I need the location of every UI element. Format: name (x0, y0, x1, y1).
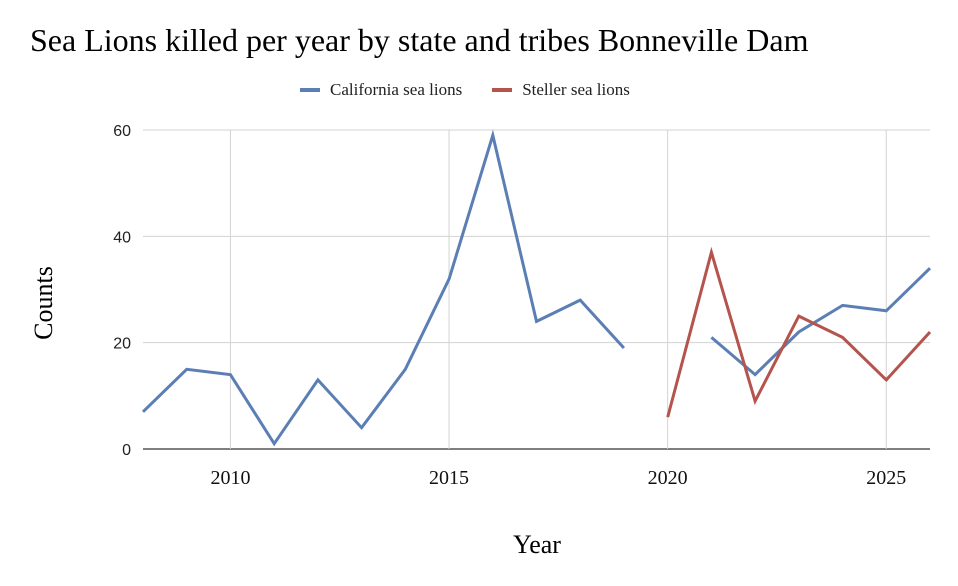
y-tick-label: 20 (113, 336, 131, 353)
y-tick-label: 60 (113, 123, 131, 140)
y-tick-label: 40 (113, 229, 131, 246)
series-california (142, 134, 932, 445)
data-point (448, 277, 451, 280)
data-point (929, 267, 932, 270)
data-point (491, 134, 494, 137)
y-axis-label: Counts (29, 266, 58, 340)
series-line (668, 252, 930, 417)
axes: 0 20 40 60 2010 2015 2020 2025 (113, 123, 906, 489)
x-tick-label: 2025 (866, 467, 906, 489)
data-point (929, 331, 932, 334)
x-tick-label: 2015 (429, 467, 469, 489)
series-line (143, 135, 624, 443)
x-tick-label: 2020 (648, 467, 688, 489)
data-point (841, 336, 844, 339)
series-steller (666, 251, 931, 419)
data-point (316, 378, 319, 381)
data-point (404, 368, 407, 371)
x-axis-label: Year (513, 530, 561, 559)
data-point (666, 416, 669, 419)
data-point (710, 251, 713, 254)
data-point (885, 378, 888, 381)
y-tick-label: 0 (122, 442, 131, 459)
data-point (797, 331, 800, 334)
data-point (579, 299, 582, 302)
data-point (622, 347, 625, 350)
data-point (185, 368, 188, 371)
x-tick-label: 2010 (210, 467, 250, 489)
data-point (535, 320, 538, 323)
data-point (710, 336, 713, 339)
data-point (142, 410, 145, 413)
series-layer (142, 134, 932, 445)
data-point (841, 304, 844, 307)
data-point (754, 373, 757, 376)
data-point (797, 315, 800, 318)
data-point (885, 309, 888, 312)
data-point (360, 426, 363, 429)
data-point (273, 442, 276, 445)
grid (143, 130, 930, 449)
data-point (229, 373, 232, 376)
data-point (754, 400, 757, 403)
